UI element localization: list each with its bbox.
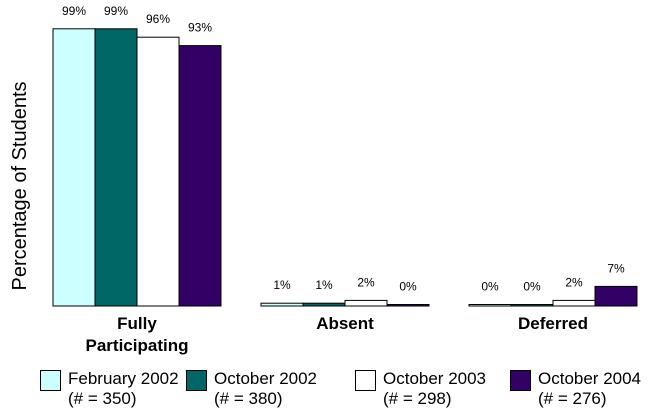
legend-swatch bbox=[355, 370, 376, 391]
legend-sample-size: (# = 350) bbox=[68, 389, 137, 408]
bar-deferred-series-1 bbox=[510, 304, 554, 307]
category-label: Deferred bbox=[518, 314, 588, 333]
data-label: 2% bbox=[565, 275, 583, 289]
legend-sample-size: (# = 298) bbox=[383, 389, 452, 408]
legend: February 2002 (# = 350) October 2002 (# … bbox=[40, 369, 652, 413]
data-labels-group: 99% 99% 96% 93% 1% 1% 2% 0% 0% 0% 2% 7% bbox=[62, 4, 625, 294]
data-label: 0% bbox=[523, 280, 541, 294]
category-label: Absent bbox=[316, 314, 374, 333]
bar-fully-participating-series-1 bbox=[94, 28, 138, 307]
legend-label: October 2003 bbox=[383, 369, 487, 388]
data-label: 0% bbox=[399, 280, 417, 294]
bar-absent-series-3 bbox=[386, 304, 430, 307]
legend-label: February 2002 bbox=[68, 369, 179, 388]
bar-deferred-series-2 bbox=[552, 299, 596, 307]
data-label: 7% bbox=[607, 261, 625, 275]
data-label: 0% bbox=[481, 280, 499, 294]
bar-absent-series-2 bbox=[344, 299, 388, 307]
category-label: Participating bbox=[86, 336, 189, 355]
legend-sample-size: (# = 380) bbox=[214, 389, 283, 408]
legend-sample-size: (# = 276) bbox=[538, 389, 607, 408]
legend-label: October 2002 bbox=[214, 369, 318, 388]
category-label: Fully bbox=[117, 314, 157, 333]
data-label: 99% bbox=[104, 4, 128, 18]
data-label: 99% bbox=[62, 4, 86, 18]
data-label: 93% bbox=[188, 21, 212, 35]
bar-absent-series-1 bbox=[302, 302, 346, 307]
bar-fully-participating-series-2 bbox=[136, 36, 180, 307]
data-label: 96% bbox=[146, 12, 170, 26]
data-label: 1% bbox=[273, 278, 291, 292]
y-axis-label: Percentage of Students bbox=[9, 81, 31, 290]
legend-label: October 2004 bbox=[538, 369, 642, 388]
bar-deferred-series-0 bbox=[468, 304, 512, 307]
bars-group bbox=[52, 28, 638, 307]
category-labels-group: Fully Participating Absent Deferred bbox=[86, 314, 588, 355]
bar-fully-participating-series-0 bbox=[52, 28, 96, 307]
data-label: 1% bbox=[315, 278, 333, 292]
bar-deferred-series-3 bbox=[594, 285, 638, 307]
bar-absent-series-0 bbox=[260, 302, 304, 307]
bar-fully-participating-series-3 bbox=[178, 45, 222, 307]
legend-swatch bbox=[186, 370, 207, 391]
legend-swatch bbox=[40, 370, 61, 391]
data-label: 2% bbox=[357, 275, 375, 289]
legend-swatch bbox=[510, 370, 531, 391]
